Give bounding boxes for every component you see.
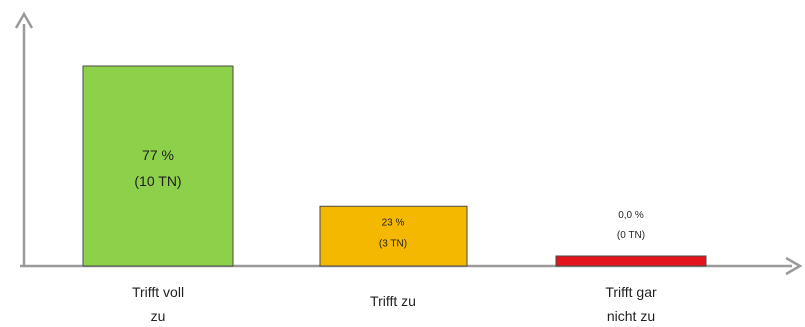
y-axis-arrow: [14, 11, 34, 29]
bar-count-label: (10 TN): [134, 173, 181, 189]
category-label: zu: [151, 308, 166, 324]
bar-value-label: 0,0 %: [618, 210, 644, 221]
category-label: Trifft gar: [605, 284, 657, 300]
bar-value-label: 77 %: [142, 147, 174, 163]
x-axis-arrow: [785, 256, 803, 276]
labels: 77 % (10 TN) Trifft voll zu 23 % (3 TN) Trifft…: [132, 147, 657, 324]
bar-1: [82, 65, 234, 267]
category-label: nicht zu: [607, 308, 655, 324]
bar-2: [319, 205, 468, 267]
bar-value-label: 23 %: [382, 217, 405, 228]
category-label: Trifft zu: [370, 293, 416, 309]
bar-3: [555, 255, 707, 267]
category-label: Trifft voll: [132, 284, 184, 300]
bar-count-label: (3 TN): [379, 238, 407, 249]
bars: [82, 65, 707, 267]
bar-count-label: (0 TN): [617, 230, 645, 241]
